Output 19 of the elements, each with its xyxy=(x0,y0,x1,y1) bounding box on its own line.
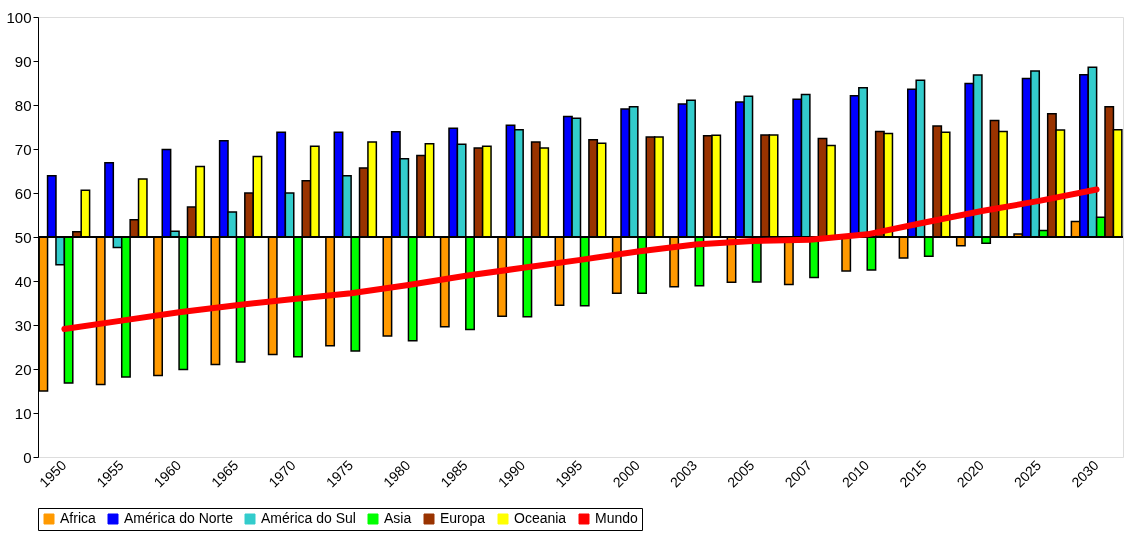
y-tick-label: 80 xyxy=(14,96,32,114)
legend-label: América do Norte xyxy=(124,510,234,526)
legend-label: Africa xyxy=(60,510,96,526)
legend-label: Asia xyxy=(384,510,412,526)
y-tick-label: 70 xyxy=(14,140,32,158)
y-tick-label: 10 xyxy=(14,404,32,422)
y-tick-label: 60 xyxy=(14,184,32,202)
y-tick-label: 30 xyxy=(14,316,32,334)
legend-label: América do Sul xyxy=(261,510,356,526)
y-tick-label: 50 xyxy=(14,228,32,246)
bar xyxy=(841,236,852,272)
legend-label: Oceania xyxy=(514,510,567,526)
y-tick-label: 100 xyxy=(6,8,32,26)
y-tick-label: 0 xyxy=(23,448,32,466)
y-tick-label: 40 xyxy=(14,272,32,290)
y-tick-label: 20 xyxy=(14,360,32,378)
y-tick-label: 90 xyxy=(14,52,32,70)
legend-label: Europa xyxy=(440,510,486,526)
legend-label: Mundo xyxy=(595,510,639,526)
